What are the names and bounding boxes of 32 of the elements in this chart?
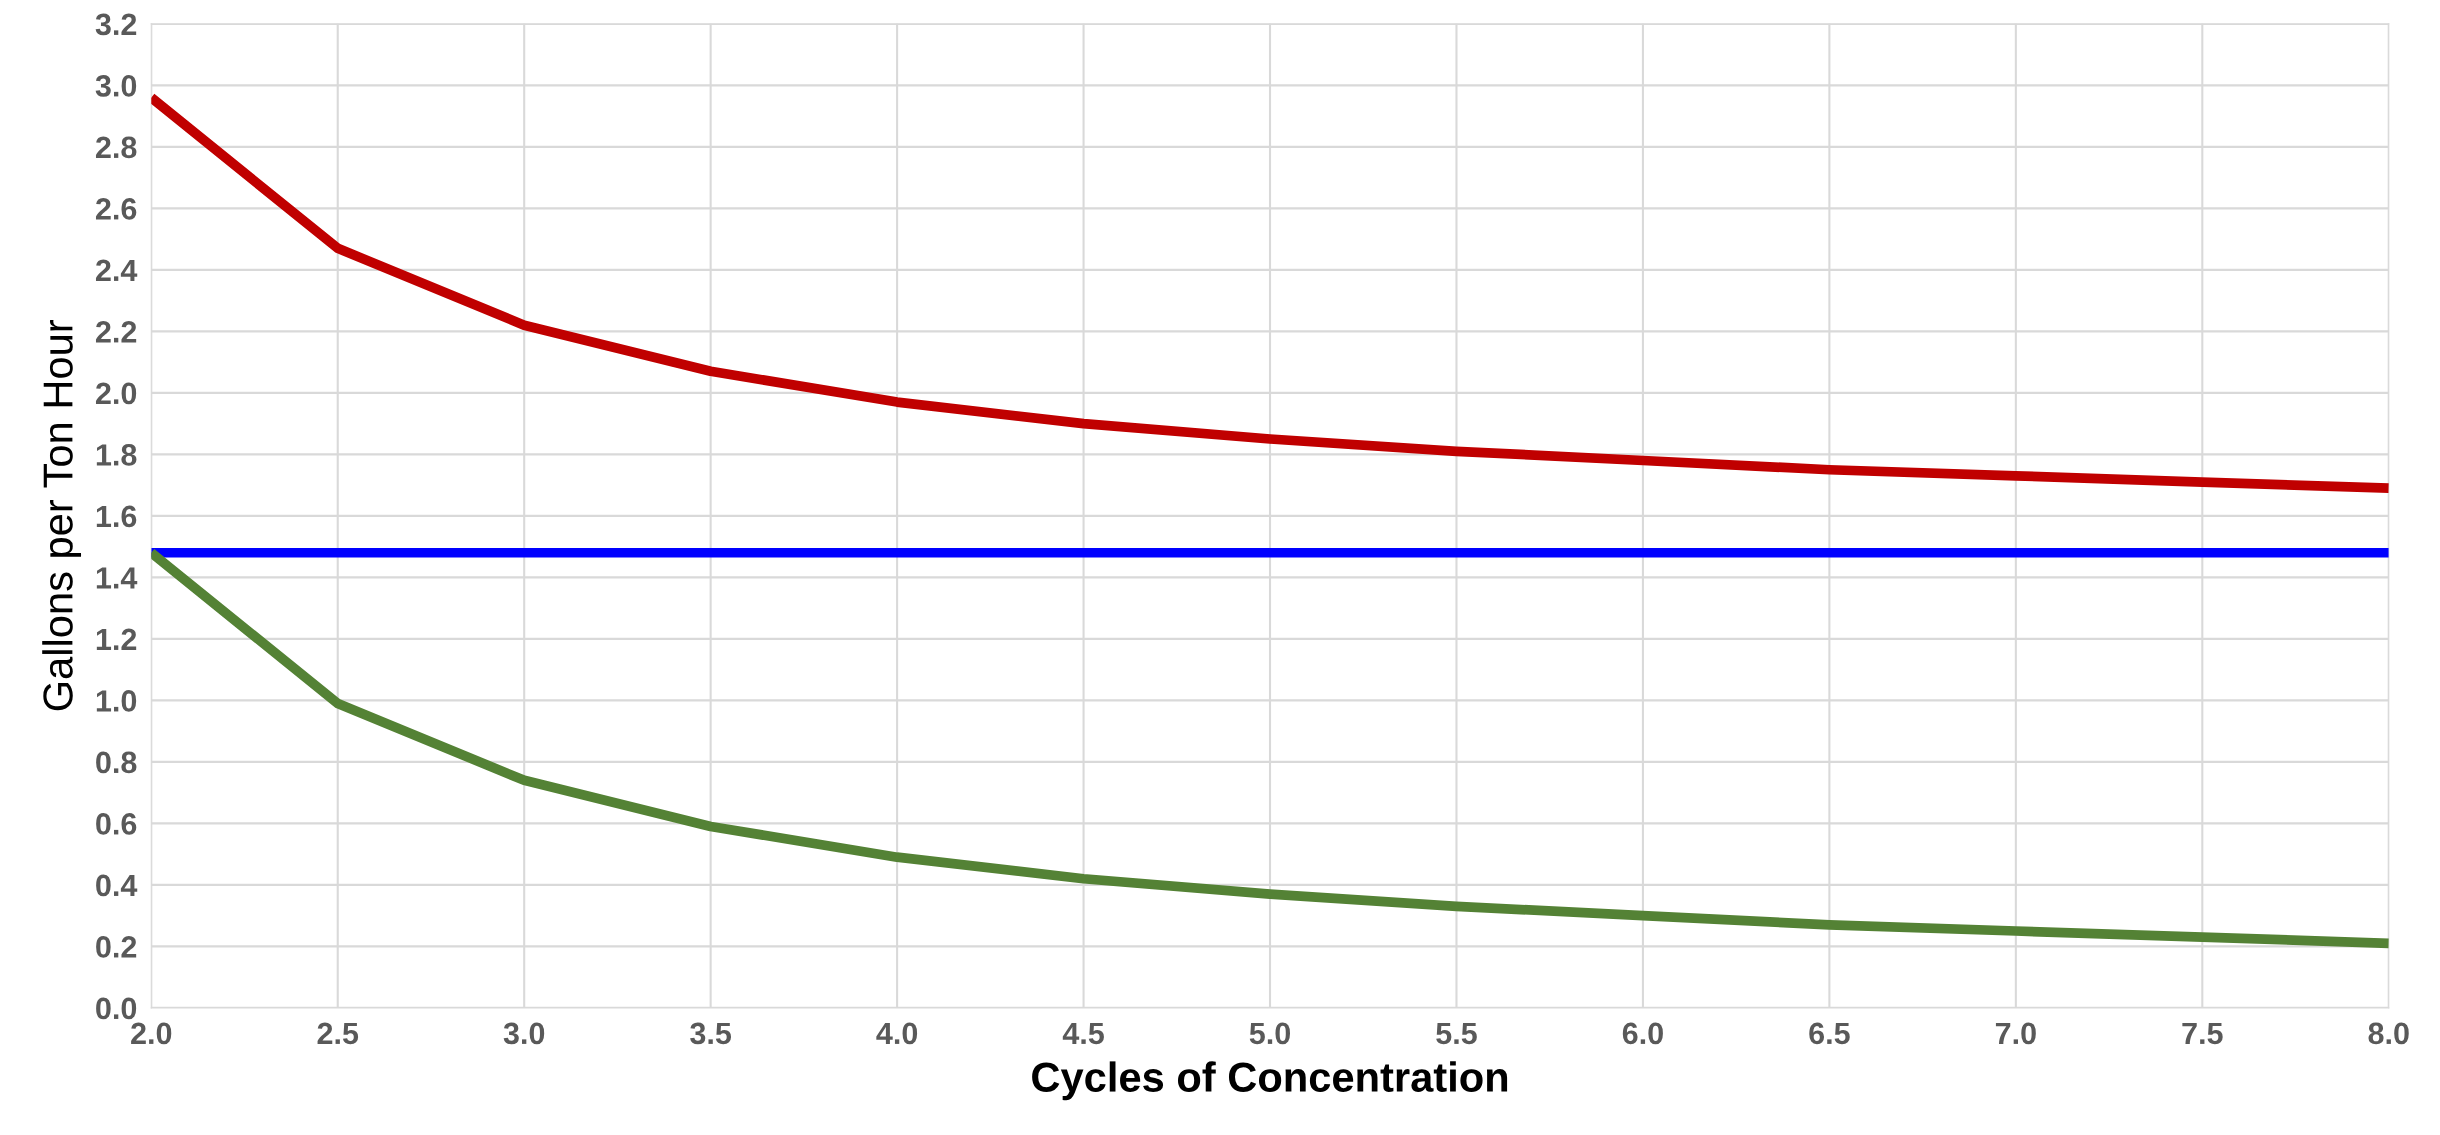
- x-axis-title: Cycles of Concentration: [1032, 1061, 1508, 1101]
- y-tick-label: 3.0: [95, 75, 137, 97]
- x-tick-label: 5.0: [1249, 1022, 1291, 1045]
- y-tick-label: 0.4: [96, 874, 138, 897]
- x-tick-label: 2.0: [131, 1022, 172, 1045]
- y-tick-label: 1.4: [96, 567, 138, 589]
- y-tick-label: 1.0: [96, 690, 137, 712]
- x-tick-label: 8.0: [2368, 1022, 2409, 1045]
- x-tick-label: 6.5: [1809, 1022, 1850, 1045]
- y-tick-label: 2.2: [95, 321, 137, 343]
- x-tick-label: 4.0: [876, 1022, 918, 1045]
- y-tick-label: 2.4: [95, 259, 138, 281]
- x-tick-label: 7.5: [2182, 1022, 2223, 1045]
- y-tick-label: 0.6: [96, 813, 137, 835]
- y-axis-title: Gallons per Ton Hour: [42, 320, 82, 711]
- x-tick-label: 2.5: [317, 1022, 359, 1045]
- y-tick-label: 0.8: [96, 751, 137, 774]
- x-tick-label: 4.5: [1062, 1022, 1104, 1045]
- x-tick-label: 3.0: [503, 1022, 545, 1045]
- y-tick-label: 2.8: [95, 136, 137, 159]
- y-tick-label: 0.2: [96, 936, 137, 958]
- y-tick-label: 1.2: [96, 628, 137, 650]
- y-tick-label: 1.8: [96, 444, 137, 466]
- x-tick-label: 6.0: [1622, 1022, 1663, 1045]
- x-tick-label: 7.0: [1995, 1022, 2036, 1045]
- x-tick-label: 5.5: [1436, 1022, 1477, 1045]
- y-tick-label: 3.2: [95, 13, 137, 36]
- y-tick-label: 2.0: [95, 382, 137, 405]
- y-tick-label: 2.6: [95, 198, 137, 220]
- y-tick-label: 0.0: [96, 997, 137, 1020]
- y-tick-label: 1.6: [96, 505, 137, 528]
- x-tick-label: 3.5: [690, 1022, 732, 1045]
